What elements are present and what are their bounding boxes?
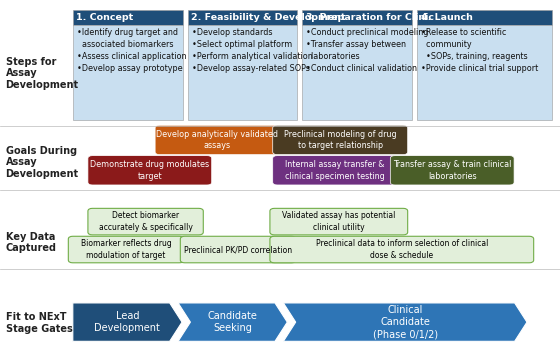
FancyBboxPatch shape (188, 25, 297, 120)
Text: •Conduct preclinical modeling
•Transfer assay between
  laboratories
•Conduct cl: •Conduct preclinical modeling •Transfer … (306, 28, 429, 73)
Text: •Release to scientific
  community
  •SOPs, training, reagents
•Provide clinical: •Release to scientific community •SOPs, … (421, 28, 538, 73)
Text: 4. Launch: 4. Launch (421, 13, 473, 22)
FancyBboxPatch shape (417, 10, 552, 25)
Text: Preclinical modeling of drug
to target relationship: Preclinical modeling of drug to target r… (284, 129, 396, 150)
Text: Demonstrate drug modulates
target: Demonstrate drug modulates target (90, 160, 209, 181)
FancyBboxPatch shape (155, 125, 279, 155)
FancyBboxPatch shape (88, 156, 212, 185)
Text: •Develop standards
•Select optimal platform
•Perform analytical validation
•Deve: •Develop standards •Select optimal platf… (192, 28, 312, 73)
Text: Biomarker reflects drug
modulation of target: Biomarker reflects drug modulation of ta… (81, 239, 171, 260)
FancyBboxPatch shape (417, 25, 552, 120)
Text: Validated assay has potential
clinical utility: Validated assay has potential clinical u… (282, 211, 395, 232)
Text: Internal assay transfer &
clinical specimen testing: Internal assay transfer & clinical speci… (284, 160, 385, 181)
FancyBboxPatch shape (273, 156, 396, 185)
FancyBboxPatch shape (88, 208, 203, 235)
Text: 2. Feasibility & Development: 2. Feasibility & Development (191, 13, 346, 22)
Text: Transfer assay & train clinical
laboratories: Transfer assay & train clinical laborato… (393, 160, 511, 181)
Text: Detect biomarker
accurately & specifically: Detect biomarker accurately & specifical… (99, 211, 193, 232)
Text: •Identify drug target and
  associated biomarkers
•Assess clinical application
•: •Identify drug target and associated bio… (77, 28, 186, 73)
FancyBboxPatch shape (180, 236, 296, 263)
FancyBboxPatch shape (270, 236, 534, 263)
FancyBboxPatch shape (270, 208, 408, 235)
Polygon shape (283, 303, 527, 341)
Text: Steps for
Assay
Development: Steps for Assay Development (6, 57, 79, 90)
FancyBboxPatch shape (302, 25, 412, 120)
Polygon shape (178, 303, 287, 341)
Text: Fit to NExT
Stage Gates: Fit to NExT Stage Gates (6, 312, 72, 334)
FancyBboxPatch shape (73, 25, 183, 120)
Text: 3. Preparation for Clinic: 3. Preparation for Clinic (306, 13, 434, 22)
FancyBboxPatch shape (188, 10, 297, 25)
FancyBboxPatch shape (273, 125, 408, 155)
Text: Lead
Development: Lead Development (95, 311, 160, 333)
Text: Preclinical PK/PD correlation: Preclinical PK/PD correlation (184, 245, 292, 254)
Text: Develop analytically validated
assays: Develop analytically validated assays (156, 129, 278, 150)
Text: Clinical
Candidate
(Phase 0/1/2): Clinical Candidate (Phase 0/1/2) (372, 305, 438, 340)
Text: Candidate
Seeking: Candidate Seeking (208, 311, 258, 333)
FancyBboxPatch shape (390, 156, 514, 185)
Text: 1. Concept: 1. Concept (76, 13, 133, 22)
Text: Preclinical data to inform selection of clinical
dose & schedule: Preclinical data to inform selection of … (316, 239, 488, 260)
Text: Goals During
Assay
Development: Goals During Assay Development (6, 146, 79, 179)
FancyBboxPatch shape (68, 236, 184, 263)
FancyBboxPatch shape (73, 10, 183, 25)
FancyBboxPatch shape (302, 10, 412, 25)
Polygon shape (73, 303, 182, 341)
Text: Key Data
Captured: Key Data Captured (6, 232, 57, 253)
